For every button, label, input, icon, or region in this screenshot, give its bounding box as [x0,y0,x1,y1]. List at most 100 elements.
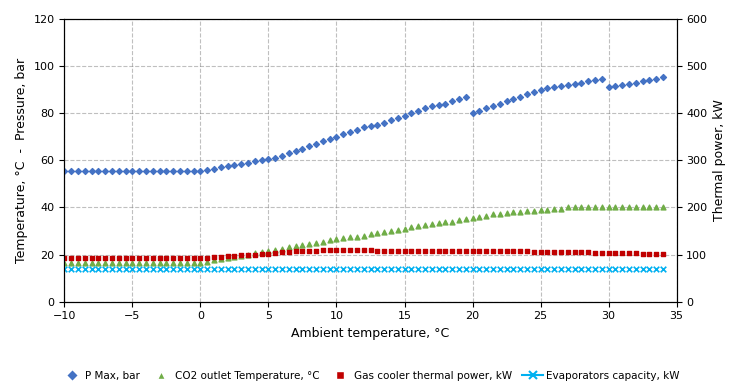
X-axis label: Ambient temperature, °C: Ambient temperature, °C [291,327,450,340]
Point [405,224,417,230]
Point [153,260,165,266]
Point [460,248,472,254]
Y-axis label: Temperature, °C  -  Pressure, bar: Temperature, °C - Pressure, bar [15,58,28,263]
Point [99,260,111,266]
Point [215,266,227,272]
Point [290,248,302,255]
Point [548,206,560,212]
Point [303,266,315,272]
Point [310,141,322,147]
Point [405,110,417,116]
Point [542,248,554,255]
Point [242,266,254,272]
Point [358,232,370,239]
Point [236,253,247,259]
Point [617,250,628,256]
Point [562,248,574,255]
Point [480,248,492,254]
Point [65,260,77,266]
Point [65,255,77,261]
Point [344,129,356,135]
Point [127,255,139,261]
Point [351,266,363,272]
Point [439,266,451,272]
Point [371,122,383,128]
Point [528,208,539,214]
Point [330,266,342,272]
Point [215,256,227,262]
Point [426,103,438,109]
Point [623,266,635,272]
Point [303,248,315,254]
Point [439,101,451,107]
Point [256,251,268,257]
Point [269,247,281,253]
Point [310,266,322,272]
Point [86,255,98,261]
Point [296,145,308,152]
Point [153,255,165,261]
Point [562,82,574,88]
Point [256,249,268,255]
Point [330,247,342,254]
Point [283,266,295,272]
Point [657,250,669,257]
Point [630,250,642,257]
Point [99,255,111,261]
Point [113,255,124,261]
Point [412,266,424,272]
Point [562,266,574,272]
Point [487,248,499,254]
Point [358,124,370,131]
Point [161,168,173,174]
Point [161,266,173,272]
Point [222,163,233,169]
Point [521,248,533,255]
Point [79,260,90,266]
Point [568,81,580,87]
Point [487,103,499,109]
Point [542,207,554,213]
Point [576,249,588,255]
Point [365,231,376,238]
Point [310,239,322,246]
Point [534,266,546,272]
Point [508,209,519,215]
Point [576,204,588,211]
Point [187,255,199,261]
Point [542,266,554,272]
Point [236,266,247,272]
Point [582,204,594,211]
Point [337,266,349,272]
Point [337,235,349,241]
Point [548,266,560,272]
Point [140,168,152,174]
Point [596,204,608,211]
Point [358,247,370,254]
Point [589,250,601,256]
Point [228,266,240,272]
Point [262,248,274,254]
Point [222,266,233,272]
Point [120,168,132,174]
Point [113,260,124,266]
Point [623,81,635,87]
Point [269,155,281,161]
Point [433,102,445,108]
Point [446,98,458,105]
Point [508,266,519,272]
Point [72,266,84,272]
Point [405,266,417,272]
Point [494,101,505,107]
Point [528,266,539,272]
Point [548,84,560,90]
Point [86,266,98,272]
Point [514,94,526,100]
Point [181,255,193,261]
Point [276,266,288,272]
Point [249,266,261,272]
Point [174,266,186,272]
Point [161,260,173,266]
Point [330,236,342,242]
Point [310,247,322,254]
